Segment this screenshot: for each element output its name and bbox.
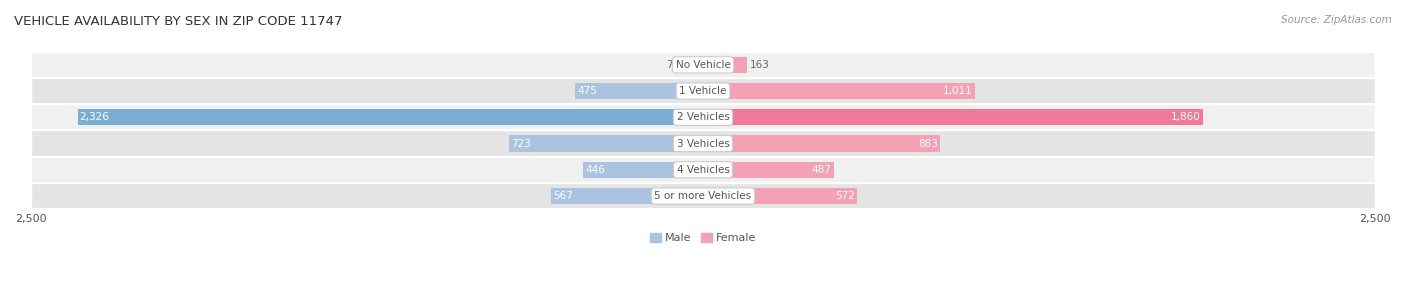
Text: Source: ZipAtlas.com: Source: ZipAtlas.com (1281, 15, 1392, 25)
Text: 163: 163 (749, 60, 769, 70)
Bar (703, 83, 974, 99)
Text: 1,860: 1,860 (1171, 112, 1201, 122)
Bar (31, 183, 1375, 209)
Text: 883: 883 (918, 139, 938, 148)
Text: VEHICLE AVAILABILITY BY SEX IN ZIP CODE 11747: VEHICLE AVAILABILITY BY SEX IN ZIP CODE … (14, 15, 343, 28)
Bar (703, 188, 856, 204)
Text: 4 Vehicles: 4 Vehicles (676, 165, 730, 175)
Text: 77: 77 (666, 60, 679, 70)
Text: 567: 567 (553, 191, 572, 201)
Bar (703, 109, 1204, 125)
Text: 1 Vehicle: 1 Vehicle (679, 86, 727, 96)
Text: 446: 446 (585, 165, 605, 175)
Bar (703, 162, 834, 178)
Bar (583, 162, 703, 178)
Bar (575, 83, 703, 99)
Text: 1,011: 1,011 (943, 86, 973, 96)
Bar (703, 136, 941, 152)
Bar (31, 130, 1375, 157)
Text: 5 or more Vehicles: 5 or more Vehicles (654, 191, 752, 201)
Bar (31, 78, 1375, 104)
Text: 487: 487 (811, 165, 832, 175)
Bar (77, 109, 703, 125)
Legend: Male, Female: Male, Female (645, 229, 761, 248)
Bar (551, 188, 703, 204)
Bar (31, 157, 1375, 183)
Bar (509, 136, 703, 152)
Bar (31, 104, 1375, 130)
Bar (682, 57, 703, 73)
Bar (703, 57, 747, 73)
Text: 572: 572 (835, 191, 855, 201)
Text: 3 Vehicles: 3 Vehicles (676, 139, 730, 148)
Text: 2 Vehicles: 2 Vehicles (676, 112, 730, 122)
Text: 2,326: 2,326 (80, 112, 110, 122)
Text: 475: 475 (578, 86, 598, 96)
Text: 723: 723 (510, 139, 530, 148)
Bar (31, 52, 1375, 78)
Text: No Vehicle: No Vehicle (675, 60, 731, 70)
